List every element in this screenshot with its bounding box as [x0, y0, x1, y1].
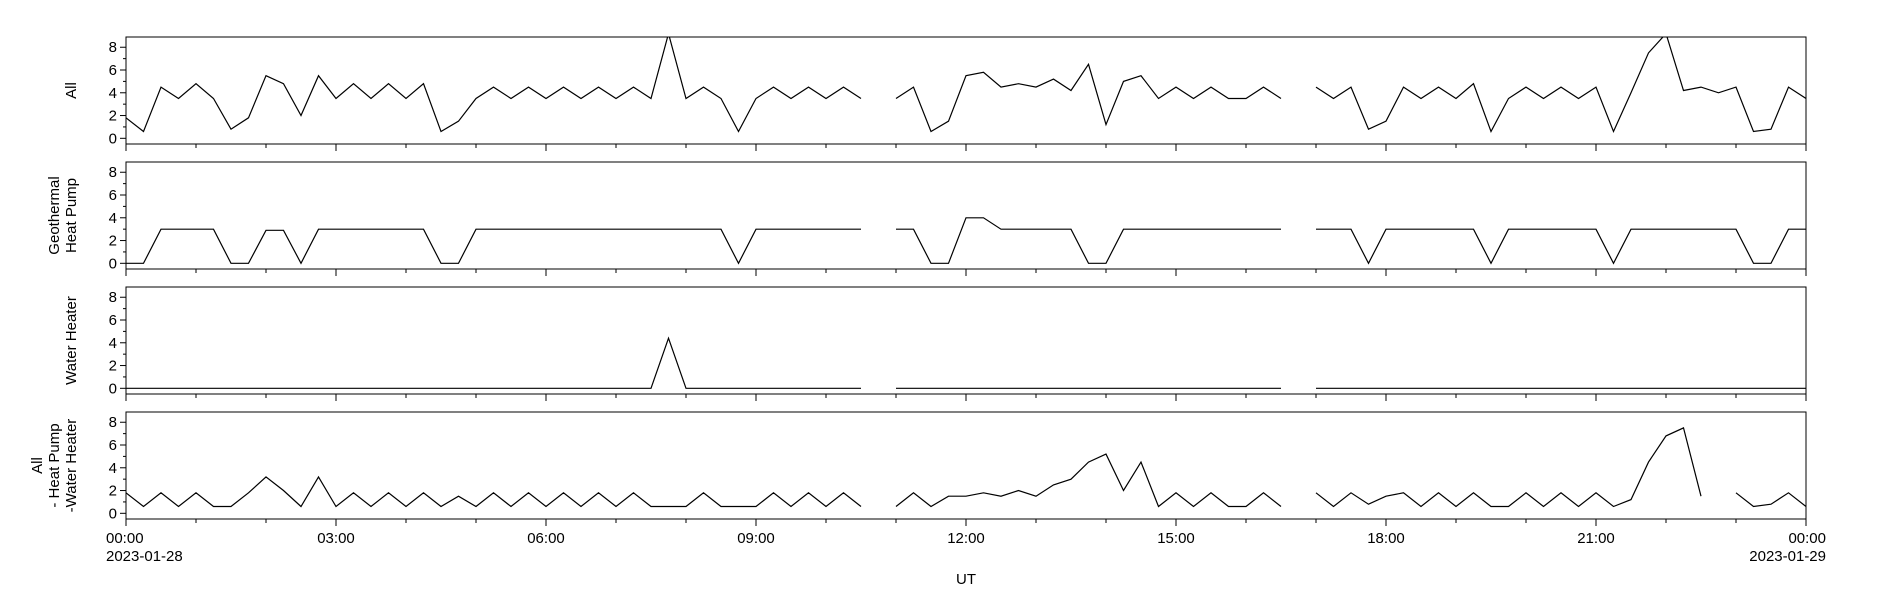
- y-axis-label: - Heat Pump: [46, 423, 63, 507]
- x-tick-label: 06:00: [527, 530, 565, 547]
- x-tick-label: 12:00: [947, 530, 985, 547]
- x-tick-label: 03:00: [317, 530, 355, 547]
- y-tick-label: 6: [109, 62, 117, 79]
- y-tick-label: 8: [109, 164, 117, 181]
- y-tick-label: 4: [109, 85, 117, 102]
- panel-frame: [125, 161, 1807, 270]
- y-tick-label: 0: [109, 380, 117, 397]
- y-axis-label: All: [63, 82, 80, 99]
- y-tick-label: 0: [109, 255, 117, 272]
- series-line: [126, 37, 862, 133]
- series-line: [126, 475, 862, 508]
- series-group: [126, 336, 1806, 389]
- y-tick-label: 2: [109, 358, 117, 375]
- series-line: [126, 228, 861, 265]
- panel-frame: [125, 411, 1807, 520]
- y-tick-label: 6: [109, 187, 117, 204]
- series-group: [126, 217, 1806, 265]
- x-tick-label: 09:00: [737, 530, 775, 547]
- x-axis-label: UT: [956, 571, 976, 588]
- y-axis-label: Heat Pump: [63, 178, 80, 253]
- x-tick-label: 00:00: [106, 530, 144, 547]
- y-tick-label: 6: [109, 312, 117, 329]
- y-tick-label: 4: [109, 210, 117, 227]
- x-tick-label: 18:00: [1367, 530, 1405, 547]
- series-line: [1315, 37, 1806, 134]
- y-tick-label: 2: [109, 483, 117, 500]
- x-tick-label: 21:00: [1577, 530, 1615, 547]
- series-line: [895, 62, 1282, 133]
- y-tick-label: 6: [109, 437, 117, 454]
- x-tick-sublabel: 2023-01-29: [1749, 548, 1826, 565]
- y-axis-label: Water Heater: [63, 296, 80, 385]
- panel-frame: [125, 286, 1807, 395]
- series-line: [1735, 492, 1806, 508]
- series-line: [1315, 427, 1702, 508]
- series-line: [1316, 228, 1806, 265]
- series-group: [126, 427, 1806, 508]
- y-tick-label: 4: [109, 335, 117, 352]
- y-tick-label: 8: [109, 289, 117, 306]
- panel-frame: [125, 36, 1807, 145]
- series-line: [895, 453, 1282, 508]
- series-line: [126, 336, 861, 389]
- series-line: [896, 217, 1281, 264]
- x-tick-label: 15:00: [1157, 530, 1195, 547]
- y-tick-label: 0: [109, 130, 117, 147]
- y-tick-label: 8: [109, 414, 117, 431]
- y-tick-label: 8: [109, 39, 117, 56]
- y-tick-label: 4: [109, 460, 117, 477]
- x-tick-label: 00:00: [1788, 530, 1826, 547]
- x-tick-sublabel: 2023-01-28: [106, 548, 183, 565]
- y-tick-label: 2: [109, 108, 117, 125]
- y-tick-label: 2: [109, 233, 117, 250]
- y-axis-label: Geothermal: [46, 176, 63, 254]
- series-group: [126, 37, 1806, 134]
- y-axis-label: All: [29, 457, 46, 474]
- y-tick-label: 0: [109, 505, 117, 522]
- y-axis-label: -Water Heater: [63, 419, 80, 513]
